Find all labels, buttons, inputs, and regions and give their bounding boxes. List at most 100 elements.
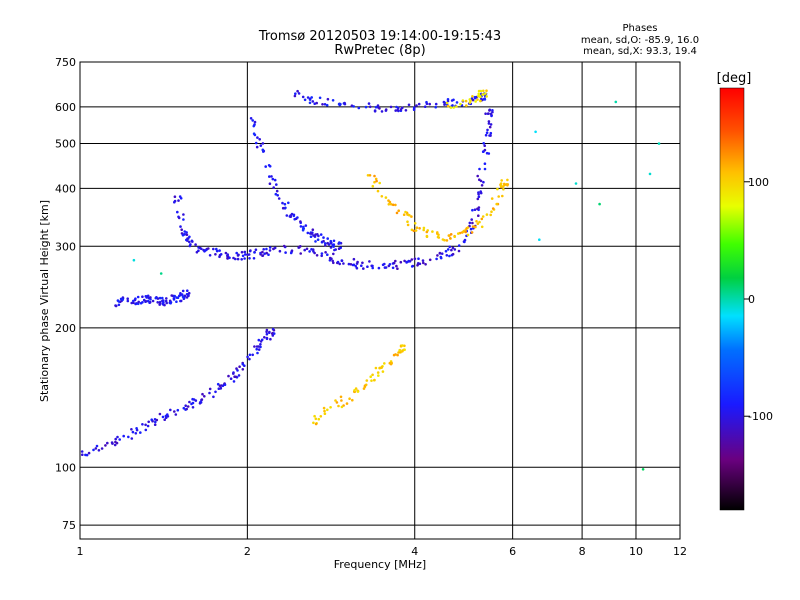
data-point — [484, 133, 488, 137]
data-point — [180, 228, 183, 231]
data-point — [338, 241, 342, 245]
data-point — [236, 369, 239, 372]
data-point — [380, 110, 384, 113]
data-point — [331, 259, 335, 263]
data-point — [422, 226, 426, 230]
data-point — [362, 267, 365, 270]
data-point — [422, 261, 425, 265]
y-axis: 75 100 200 300 400 500 600 750 — [55, 56, 76, 532]
data-point — [657, 142, 661, 145]
data-point — [485, 95, 489, 98]
data-point — [117, 303, 121, 307]
data-point — [453, 235, 457, 238]
data-point — [289, 251, 293, 255]
data-point — [246, 355, 249, 359]
data-point — [265, 328, 269, 332]
data-point — [248, 357, 251, 361]
data-point — [275, 189, 279, 193]
data-point — [648, 172, 652, 176]
data-point — [397, 209, 401, 212]
data-point — [236, 257, 240, 261]
data-point — [144, 428, 148, 432]
data-point — [452, 106, 456, 109]
x-tick-label: 8 — [579, 545, 586, 558]
data-point — [132, 258, 136, 262]
data-point — [299, 220, 302, 223]
data-point — [314, 240, 317, 243]
chart-title: Tromsø 20120503 19:14:00-19:15:43 — [258, 29, 501, 44]
data-point — [261, 254, 264, 257]
data-point — [373, 378, 376, 382]
data-point — [471, 221, 474, 225]
data-point — [487, 152, 491, 155]
data-point — [186, 405, 190, 408]
data-point — [482, 89, 485, 93]
data-point — [499, 184, 503, 188]
data-point — [228, 256, 231, 260]
data-point — [261, 142, 265, 145]
data-point — [446, 104, 450, 108]
data-point — [489, 213, 493, 217]
data-point — [479, 89, 483, 93]
data-point — [313, 251, 316, 255]
data-point — [360, 264, 363, 268]
data-point — [132, 299, 135, 303]
data-point — [436, 254, 439, 257]
data-point — [368, 174, 372, 177]
data-point — [473, 208, 477, 211]
data-point — [306, 96, 310, 99]
data-point — [374, 177, 378, 181]
data-point — [240, 250, 244, 254]
data-point — [127, 435, 130, 439]
data-point — [425, 230, 429, 234]
data-point — [162, 299, 165, 302]
data-point — [376, 189, 380, 193]
data-point — [406, 213, 410, 216]
data-point — [208, 391, 211, 395]
data-point — [268, 331, 271, 335]
data-point — [574, 182, 578, 185]
data-point — [244, 253, 247, 256]
data-point — [468, 101, 472, 104]
colorbar-tick-label: 0 — [748, 293, 755, 306]
data-point — [483, 162, 487, 165]
data-point — [449, 106, 453, 109]
data-point — [283, 202, 287, 206]
x-axis: 1 2 4 6 8 10 12 — [77, 545, 688, 558]
data-point — [466, 233, 470, 237]
data-point — [483, 98, 487, 101]
data-point — [477, 191, 480, 194]
data-point — [399, 260, 403, 264]
data-point — [284, 206, 287, 210]
data-point — [224, 251, 228, 255]
data-point — [455, 105, 458, 108]
data-point — [95, 444, 99, 448]
data-point — [440, 252, 444, 255]
data-point — [506, 184, 509, 187]
data-point — [139, 431, 142, 434]
data-point — [481, 215, 485, 218]
data-point — [450, 99, 454, 102]
data-point — [241, 368, 245, 371]
colorbar-tick-label: -100 — [748, 410, 773, 423]
colorbar-tick-label: 100 — [748, 176, 769, 189]
data-point — [322, 236, 325, 239]
data-point — [413, 257, 417, 261]
data-point — [377, 374, 380, 377]
data-point — [444, 249, 448, 253]
data-point — [348, 397, 351, 401]
data-point — [331, 99, 335, 102]
data-point — [375, 179, 378, 183]
data-point — [175, 300, 178, 304]
data-point — [263, 252, 267, 255]
data-point — [208, 387, 212, 391]
data-point — [335, 401, 339, 404]
data-point — [180, 293, 184, 296]
data-point — [200, 398, 204, 401]
data-point — [487, 112, 490, 115]
data-point — [538, 238, 541, 241]
data-point — [404, 109, 408, 112]
data-point — [428, 258, 432, 262]
colorbar-ticks: 100 0 -100 — [744, 176, 773, 423]
chart-subtitle: RwPretec (8p) — [334, 43, 425, 58]
